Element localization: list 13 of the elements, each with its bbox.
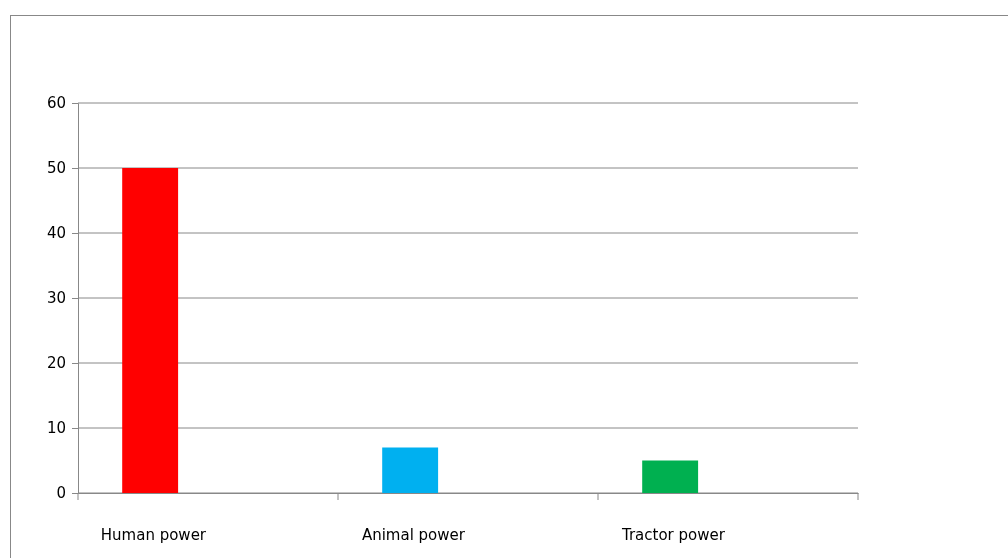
y-tick-label: 40	[46, 224, 66, 243]
y-tick-label: 30	[46, 289, 66, 308]
bar	[122, 168, 179, 493]
y-tick-label: 0	[56, 484, 66, 503]
bar	[642, 460, 699, 493]
x-tick-label: Animal power	[361, 525, 466, 544]
y-tick-label: 20	[46, 354, 66, 373]
y-tick-label: 50	[46, 159, 66, 178]
y-tick-label: 10	[46, 419, 66, 438]
bar	[382, 447, 439, 493]
y-tick-label: 60	[46, 94, 66, 113]
x-tick-label: Human power	[100, 525, 207, 544]
x-tick-label: Tractor power	[620, 525, 726, 544]
